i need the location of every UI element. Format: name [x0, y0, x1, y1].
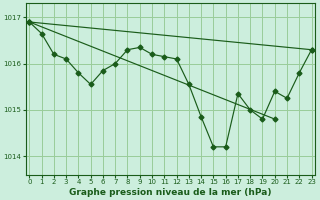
X-axis label: Graphe pression niveau de la mer (hPa): Graphe pression niveau de la mer (hPa) — [69, 188, 272, 197]
